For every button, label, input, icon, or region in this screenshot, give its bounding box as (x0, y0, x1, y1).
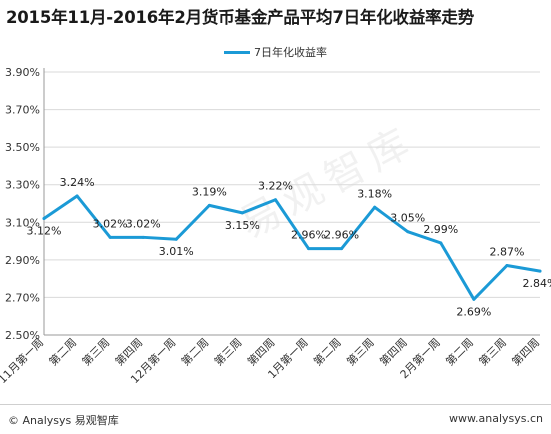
data-label: 3.02% (93, 217, 128, 230)
data-label: 3.18% (357, 187, 392, 200)
data-label: 2.96% (324, 229, 359, 242)
data-label: 2.69% (456, 305, 491, 318)
y-tick-label: 3.70% (5, 104, 40, 117)
x-tick-label: 第三周 (344, 335, 377, 368)
x-tick-label: 第三周 (79, 335, 112, 368)
y-tick-label: 3.50% (5, 141, 40, 154)
y-tick-label: 3.90% (5, 66, 40, 79)
footer-divider (0, 404, 551, 405)
data-point (108, 235, 112, 239)
data-label: 3.01% (159, 245, 194, 258)
data-point (307, 247, 311, 251)
y-tick-label: 2.70% (5, 291, 40, 304)
data-label: 3.12% (27, 225, 62, 238)
data-point (207, 203, 211, 207)
series-line (42, 194, 542, 301)
data-label: 3.24% (60, 176, 95, 189)
footer-url: www.analysys.cn (449, 412, 543, 425)
x-tick-label: 第二周 (310, 335, 343, 368)
data-point (174, 237, 178, 241)
data-label: 3.02% (126, 217, 161, 230)
data-label: 3.05% (390, 212, 425, 225)
data-point (340, 247, 344, 251)
x-tick-label: 11月第一周 (0, 335, 46, 386)
line-chart: 2.50% 2.70% 2.90% 3.10% 3.30% 3.50% 3.70% 3.90%… (0, 66, 551, 386)
x-tick-label: 第二周 (46, 335, 79, 368)
data-point (42, 217, 46, 221)
chart-title: 2015年11月-2016年2月货币基金产品平均7日年化收益率走势 (6, 8, 475, 27)
y-tick-label: 2.90% (5, 254, 40, 267)
data-label: 3.15% (225, 219, 260, 232)
data-label: 3.22% (258, 180, 293, 193)
data-point (273, 198, 277, 202)
data-point (505, 263, 509, 267)
x-tick-label: 第二周 (443, 335, 476, 368)
y-tick-label: 3.30% (5, 179, 40, 192)
data-label: 2.99% (423, 223, 458, 236)
data-label: 2.84% (523, 277, 551, 290)
data-point (373, 205, 377, 209)
data-point (472, 297, 476, 301)
x-tick-label: 第三周 (476, 335, 509, 368)
x-tick-label: 第二周 (178, 335, 211, 368)
legend-swatch (224, 50, 250, 54)
data-point (240, 211, 244, 215)
data-point (406, 230, 410, 234)
y-tick-label: 3.10% (5, 216, 40, 229)
data-point (75, 194, 79, 198)
data-label: 2.96% (291, 229, 326, 242)
data-point (538, 269, 542, 273)
data-point (439, 241, 443, 245)
data-point (141, 235, 145, 239)
y-tick-label: 2.50% (5, 329, 40, 342)
data-label: 3.19% (192, 185, 227, 198)
x-tick-label: 第四周 (509, 335, 542, 368)
footer-source: © Analysys 易观智库 (8, 414, 119, 427)
data-label: 2.87% (489, 245, 524, 258)
legend-label: 7日年化收益率 (254, 46, 327, 59)
x-tick-label: 第三周 (211, 335, 244, 368)
legend: 7日年化收益率 (0, 44, 551, 60)
